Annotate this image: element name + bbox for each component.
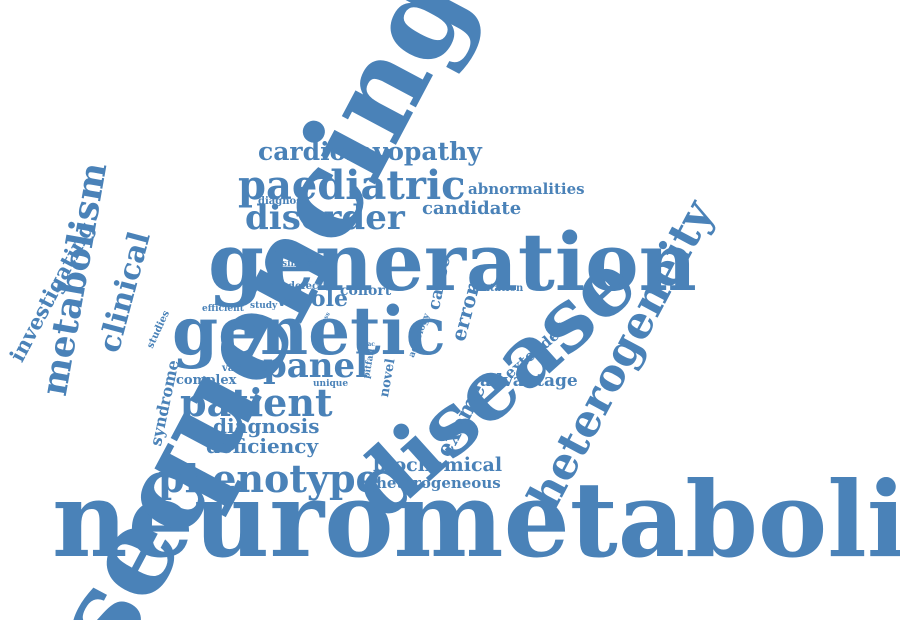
word-patient: patient: [180, 380, 333, 425]
word-complex: complex: [176, 373, 237, 388]
word-mutation: mutation: [472, 283, 524, 294]
word-advantage: advantage: [480, 371, 578, 391]
word-phenotype: phenotype: [158, 456, 380, 501]
word-candidate: candidate: [422, 198, 522, 219]
word-defect: defect: [288, 281, 323, 292]
word-similar: similar: [282, 259, 318, 269]
word-neurometabolic: neurometabolic: [52, 458, 900, 581]
word-study: study: [250, 301, 278, 311]
word-panel: panel: [263, 346, 369, 386]
word-whole: whole: [276, 286, 348, 312]
word-diagnose: diagnose: [258, 196, 309, 207]
word-disorder: disorder: [245, 198, 405, 238]
word-genetic: genetic: [172, 292, 446, 370]
word-unique: unique: [313, 379, 349, 389]
word-heterogeneous: heterogeneous: [376, 474, 501, 492]
word-deficiency: deficiency: [206, 434, 319, 458]
word-diagnosis: diagnosis: [213, 414, 320, 438]
word-variable: variable: [222, 363, 267, 374]
word-generation: generation: [208, 215, 697, 309]
word-efficient: efficient: [202, 304, 244, 314]
word-abnormalities: abnormalities: [468, 180, 585, 198]
word-paediatric: paediatric: [238, 162, 466, 209]
word-cardiomyopathy: cardiomyopathy: [258, 137, 482, 166]
word-biochemical: biochemical: [373, 454, 503, 476]
word-clinical: clinical: [92, 228, 158, 357]
word-cohort: cohort: [340, 283, 392, 299]
word-serac: serac: [357, 341, 375, 348]
